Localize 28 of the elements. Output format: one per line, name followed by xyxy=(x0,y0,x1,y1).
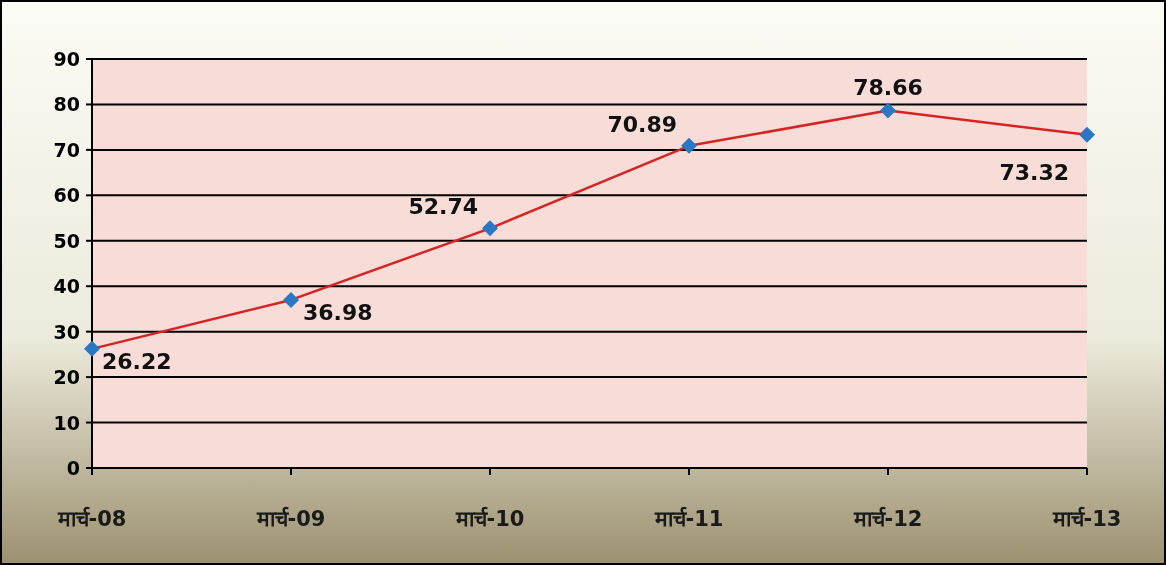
point xyxy=(681,137,697,154)
x-tick-label: मार्च-11 xyxy=(653,506,724,531)
data-label: 36.98 xyxy=(303,299,373,325)
data-label: 52.74 xyxy=(408,194,478,220)
data-label: 26.22 xyxy=(102,348,172,374)
y-tick-label: 20 xyxy=(53,366,80,389)
point xyxy=(84,340,100,357)
point xyxy=(880,102,896,119)
data-label: 73.32 xyxy=(999,159,1069,185)
x-tick-label: मार्च-13 xyxy=(1051,506,1122,531)
y-tick-label: 90 xyxy=(53,48,80,70)
y-tick-label: 50 xyxy=(53,229,80,252)
point xyxy=(482,220,498,237)
point xyxy=(283,291,299,308)
x-tick-label: मार्च-09 xyxy=(255,506,326,531)
x-tick-label: मार्च-10 xyxy=(454,506,525,531)
y-tick-label: 10 xyxy=(53,411,80,434)
y-tick-label: 40 xyxy=(53,275,80,298)
x-tick-label: मार्च-12 xyxy=(852,506,923,531)
y-tick-label: 80 xyxy=(53,93,80,116)
x-tick-label: मार्च-08 xyxy=(56,506,127,531)
point xyxy=(1079,126,1095,143)
y-tick-label: 0 xyxy=(66,457,80,479)
y-tick-label: 30 xyxy=(53,320,80,343)
y-tick-label: 60 xyxy=(53,184,80,207)
y-tick-label: 70 xyxy=(53,138,80,161)
data-label: 78.66 xyxy=(853,74,923,100)
data-label: 70.89 xyxy=(607,111,677,137)
